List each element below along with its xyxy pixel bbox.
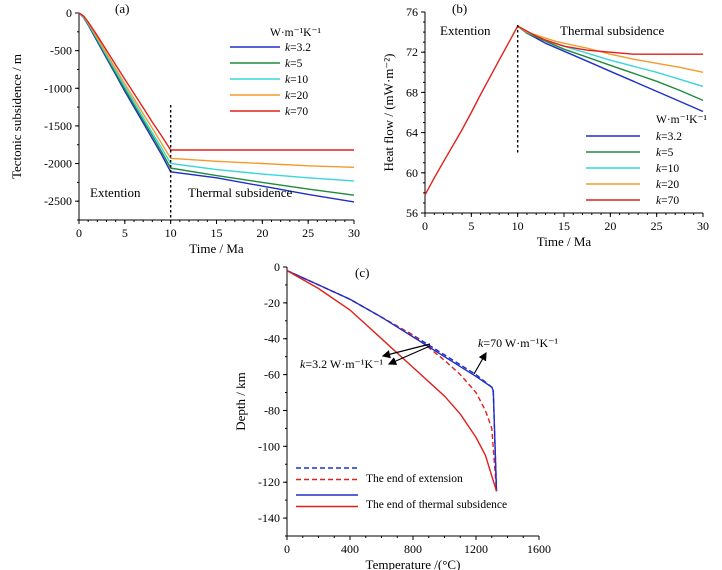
panel-a: 0 5 10 15 20 25 30 0 -500 -1000 -1500 -2000 -2500 Tim… bbox=[9, 1, 360, 256]
a-series-line bbox=[78, 12, 354, 151]
c-annotation-k70: k=70 W·m⁻¹K⁻¹ bbox=[478, 336, 558, 350]
panel-b: 0 5 10 15 20 25 30 56 60 64 68 72 76 Time / Ma Heat fl… bbox=[381, 1, 709, 249]
b-x-tick-label: 0 bbox=[422, 219, 428, 233]
c-arrow-k32-lower bbox=[387, 345, 431, 365]
a-x-tick-label: 5 bbox=[122, 226, 128, 240]
a-legend-label: k=20 bbox=[285, 90, 308, 102]
b-y-tick-label: 68 bbox=[406, 85, 418, 99]
b-legend-label: k=3.2 bbox=[656, 131, 682, 143]
c-x-tick-label: 1200 bbox=[464, 542, 488, 556]
a-legend-label: k=5 bbox=[285, 58, 303, 70]
c-series-line bbox=[286, 269, 498, 492]
a-legend-label: k=3.2 bbox=[285, 42, 311, 54]
a-legend-label: k=70 bbox=[285, 106, 308, 118]
b-panel-label: (b) bbox=[452, 1, 467, 16]
a-legend-title: W·m⁻¹K⁻¹ bbox=[270, 27, 322, 39]
c-series-line bbox=[286, 269, 498, 492]
a-series-line bbox=[78, 12, 355, 196]
c-y-tick-label: -120 bbox=[258, 475, 280, 489]
b-x-axis-label: Time / Ma bbox=[537, 234, 592, 249]
a-x-axis-label: Time / Ma bbox=[189, 241, 244, 256]
a-region-label-thermal: Thermal subsidence bbox=[188, 185, 293, 200]
b-x-tick-label: 10 bbox=[512, 219, 524, 233]
c-legend-label-extension: The end of extension bbox=[366, 473, 463, 485]
panel-c: 0 400 800 1200 1600 0 -20 -40 -60 -80 -100 -120 -140… bbox=[233, 260, 558, 570]
a-x-tick-label: 30 bbox=[348, 226, 360, 240]
b-y-axis-label: Heat flow / (mW·m⁻²) bbox=[381, 54, 396, 172]
c-arrow-k70 bbox=[473, 351, 487, 375]
b-y-tick-label: 60 bbox=[406, 166, 418, 180]
b-legend-label: k=5 bbox=[656, 147, 674, 159]
c-arrow-k32-upper bbox=[381, 343, 431, 359]
b-x-tick-label: 5 bbox=[468, 219, 474, 233]
a-y-tick-label: 0 bbox=[66, 6, 72, 20]
c-y-tick-label: -60 bbox=[264, 368, 280, 382]
b-x-tick-label: 20 bbox=[604, 219, 616, 233]
c-y-tick-label: 0 bbox=[274, 260, 280, 274]
b-x-tick-label: 15 bbox=[558, 219, 570, 233]
a-y-tick-label: -2000 bbox=[44, 157, 72, 171]
a-x-tick-label: 15 bbox=[211, 226, 223, 240]
b-x-tick-label: 30 bbox=[697, 219, 709, 233]
a-x-tick-label: 20 bbox=[256, 226, 268, 240]
b-y-tick-label: 72 bbox=[406, 45, 418, 59]
b-y-tick-label: 64 bbox=[406, 126, 418, 140]
c-y-tick-label: -100 bbox=[258, 439, 280, 453]
a-legend-label: k=10 bbox=[285, 74, 308, 86]
b-legend-title: W·m⁻¹K⁻¹ bbox=[656, 114, 708, 126]
c-x-tick-label: 1600 bbox=[527, 542, 551, 556]
b-x-tick-label: 25 bbox=[651, 219, 663, 233]
c-y-tick-label: -40 bbox=[264, 332, 280, 346]
a-series-line bbox=[78, 12, 355, 168]
b-y-tick-label: 76 bbox=[406, 5, 418, 19]
b-region-label-extention: Extention bbox=[440, 23, 491, 38]
c-annotation-k32: k=3.2 W·m⁻¹K⁻¹ bbox=[300, 357, 383, 371]
c-y-axis-label: Depth / km bbox=[233, 372, 248, 431]
c-y-tick-label: -140 bbox=[258, 511, 280, 525]
b-series-line bbox=[517, 25, 704, 113]
b-region-label-thermal: Thermal subsidence bbox=[560, 23, 665, 38]
b-legend-label: k=10 bbox=[656, 163, 679, 175]
a-y-tick-label: -1500 bbox=[44, 119, 72, 133]
b-series-line bbox=[424, 25, 703, 196]
b-series-line bbox=[517, 25, 704, 102]
c-panel-label: (c) bbox=[355, 265, 369, 280]
c-x-axis-label: Temperature /(°C) bbox=[366, 557, 461, 570]
a-x-tick-label: 25 bbox=[302, 226, 314, 240]
a-series-line bbox=[78, 12, 355, 203]
c-y-tick-label: -80 bbox=[264, 403, 280, 417]
a-x-tick-label: 10 bbox=[165, 226, 177, 240]
a-y-tick-label: -500 bbox=[50, 44, 72, 58]
c-x-tick-label: 0 bbox=[284, 542, 290, 556]
c-x-tick-label: 400 bbox=[341, 542, 359, 556]
b-legend-label: k=20 bbox=[656, 179, 679, 191]
a-x-tick-label: 0 bbox=[76, 226, 82, 240]
a-region-label-extention: Extention bbox=[90, 185, 141, 200]
a-panel-label: (a) bbox=[115, 1, 129, 16]
a-y-axis-label: Tectonic subsidence / m bbox=[9, 54, 24, 179]
a-y-tick-label: -2500 bbox=[44, 194, 72, 208]
c-legend-label-thermal: The end of thermal subsidence bbox=[366, 499, 507, 511]
c-x-tick-label: 800 bbox=[404, 542, 422, 556]
c-y-tick-label: -20 bbox=[264, 296, 280, 310]
b-y-tick-label: 56 bbox=[406, 206, 418, 220]
b-legend-label: k=70 bbox=[656, 195, 679, 207]
a-y-tick-label: -1000 bbox=[44, 81, 72, 95]
